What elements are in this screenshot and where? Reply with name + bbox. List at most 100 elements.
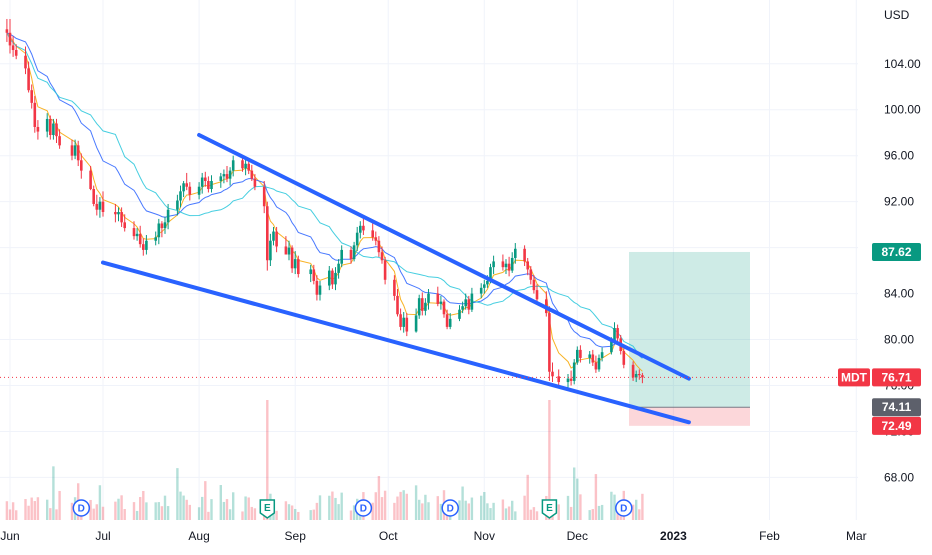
candle (439, 295, 443, 310)
volume-bar (377, 476, 381, 520)
candle (241, 157, 244, 172)
candle (179, 185, 182, 208)
time-tick-label: Jun (0, 529, 19, 543)
candle (501, 254, 505, 271)
volume-bar (163, 495, 167, 520)
volume-bar (467, 503, 470, 520)
dividend-marker[interactable]: D (441, 499, 459, 517)
candle (163, 216, 167, 234)
candles (5, 18, 644, 388)
volume-bar (393, 502, 396, 520)
volume-bar (569, 506, 573, 520)
candle (380, 246, 384, 264)
candle (377, 236, 381, 257)
candle (535, 284, 539, 304)
candle (287, 240, 291, 261)
candle (262, 180, 266, 214)
candle (55, 118, 58, 144)
earnings-marker[interactable]: E (541, 499, 558, 519)
dividend-marker[interactable]: D (615, 499, 633, 517)
volume-bar (399, 491, 402, 520)
candle (631, 361, 635, 381)
volume-bar (318, 495, 322, 520)
candle (204, 171, 207, 187)
candle (588, 351, 591, 364)
volume-bar (55, 509, 58, 520)
volume-bar (139, 497, 142, 520)
candle (297, 255, 300, 278)
price-badges: 87.62 72.49 74.11 76.71 MDT (838, 242, 921, 435)
volume-bar (470, 497, 474, 520)
volume-bar (120, 495, 123, 520)
volume-bar (123, 509, 126, 520)
event-markers[interactable]: EDEDDED (0, 499, 633, 519)
volume-bar (49, 508, 52, 520)
volume-bar (294, 508, 297, 520)
volume-bar (11, 502, 15, 520)
volume-bar (641, 493, 644, 520)
candle (504, 259, 508, 275)
volume-bar (312, 509, 315, 520)
volume-bar (405, 493, 408, 520)
candle (371, 222, 374, 241)
volume-bar (157, 502, 160, 520)
volume-bar (523, 495, 526, 520)
candle (14, 44, 18, 60)
candle (309, 264, 312, 283)
lower-channel-line[interactable] (101, 260, 691, 425)
candle (135, 228, 139, 241)
candle (8, 18, 12, 54)
volume-bar (492, 502, 495, 520)
candle (318, 280, 322, 301)
time-tick-label: Aug (188, 529, 209, 543)
candle (219, 172, 223, 188)
volume-bar (489, 508, 492, 520)
volume-bar (374, 492, 377, 520)
volume-bar (380, 497, 384, 520)
volume-bar (297, 511, 300, 520)
dividend-marker-letter: D (360, 504, 367, 515)
volume-bar (24, 499, 27, 520)
volume-bar (635, 499, 638, 520)
time-axis[interactable]: Jun Jul Aug Sep Oct Nov Dec 2023 Feb Mar (0, 529, 866, 543)
dividend-marker[interactable]: D (354, 499, 373, 517)
volume-bar (204, 481, 207, 520)
candle (551, 362, 554, 383)
candle (464, 293, 467, 310)
volume-bar (188, 504, 191, 520)
candle (98, 197, 102, 218)
dividend-marker[interactable]: D (72, 499, 91, 517)
candle (442, 299, 446, 318)
volume-bar (36, 497, 40, 520)
volume-bar (461, 486, 464, 520)
upper-channel-line[interactable] (197, 133, 691, 381)
candle (30, 84, 33, 109)
candle (24, 46, 27, 75)
candle (142, 238, 145, 256)
volume-bar (631, 504, 635, 520)
volume-bar (504, 508, 508, 520)
candle (200, 172, 204, 194)
candle (470, 287, 474, 312)
candle (349, 246, 353, 264)
volume-bar (228, 509, 232, 520)
price-tick-label: 104.00 (884, 57, 921, 71)
candle (95, 194, 99, 216)
volume-bar (331, 491, 334, 520)
earnings-marker[interactable]: E (259, 499, 276, 519)
candle (120, 207, 123, 227)
candle (548, 306, 551, 381)
channel-trendlines[interactable] (101, 133, 691, 425)
long-position-tool[interactable] (629, 251, 750, 426)
candle (45, 113, 49, 138)
candle (507, 256, 511, 277)
volume-bar (58, 490, 61, 520)
currency-label: USD (884, 8, 910, 22)
candle (355, 226, 359, 252)
candle (424, 298, 427, 316)
candle (566, 374, 570, 388)
volume-bar (8, 509, 12, 520)
volume-bar (613, 494, 616, 520)
